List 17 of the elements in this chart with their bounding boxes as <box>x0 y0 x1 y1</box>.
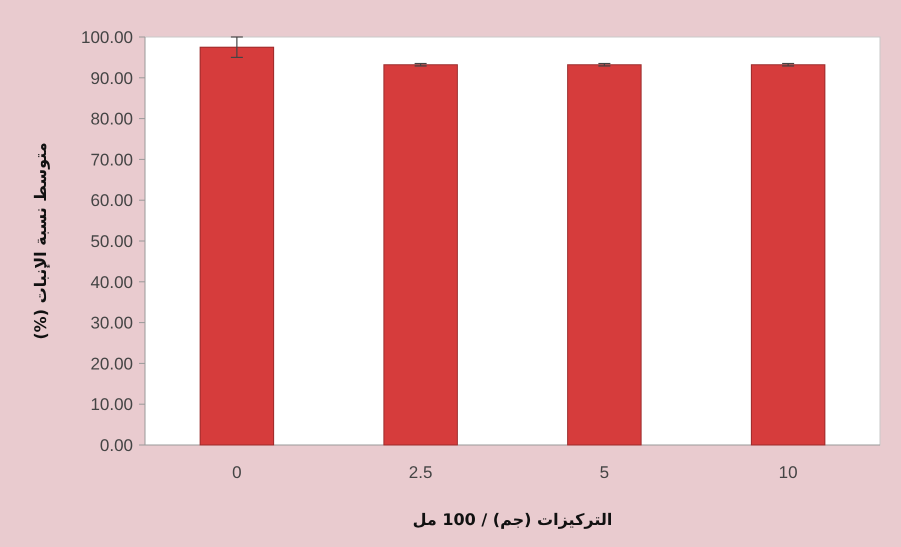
y-tick-label: 20.00 <box>90 354 133 374</box>
y-tick-label: 0.00 <box>100 436 133 455</box>
y-tick-label: 50.00 <box>90 232 133 251</box>
x-tick-label: 10 <box>778 463 798 482</box>
x-axis-title: التركيزات (جم) / 100 مل <box>412 510 612 529</box>
x-tick-label: 2.5 <box>408 463 432 482</box>
y-tick-label: 60.00 <box>90 191 133 210</box>
x-tick-label: 5 <box>600 463 610 482</box>
y-axis-title: متوسط نسبة الإنبات (%) <box>31 142 50 340</box>
y-tick-label: 70.00 <box>90 150 133 170</box>
y-tick-label: 80.00 <box>90 110 133 129</box>
y-tick-label: 30.00 <box>90 314 133 333</box>
y-tick-label: 10.00 <box>90 395 133 414</box>
y-tick-label: 40.00 <box>90 272 133 292</box>
y-tick-label: 90.00 <box>90 68 133 88</box>
x-tick-label: 0 <box>232 463 242 482</box>
y-tick-label: 100.00 <box>81 28 133 47</box>
